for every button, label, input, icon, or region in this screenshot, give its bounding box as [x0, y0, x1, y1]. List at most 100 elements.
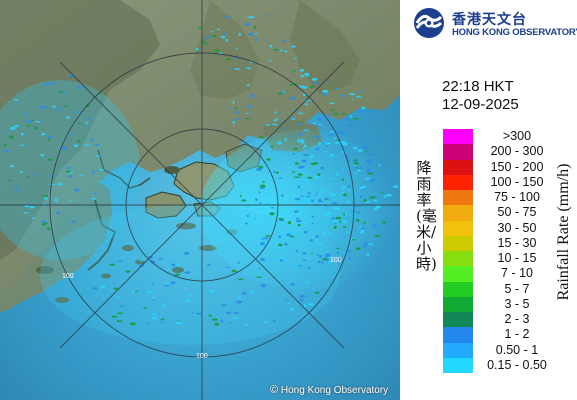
rain-echo-cell [252, 113, 255, 116]
rain-echo-cell [100, 285, 106, 289]
rain-echo-cell [246, 105, 252, 108]
rain-echo-cell [244, 323, 249, 326]
rain-echo-cell [294, 264, 299, 266]
rain-echo-cell [63, 105, 68, 108]
rain-echo-cell [248, 16, 255, 19]
rain-echo-cell [39, 105, 44, 109]
rain-echo-cell [342, 251, 346, 254]
rain-echo-cell [266, 201, 271, 205]
rain-echo-cell [244, 22, 251, 26]
rain-echo-cell [302, 147, 306, 150]
rain-echo-cell [211, 30, 214, 33]
rain-echo-cell [317, 136, 320, 139]
mainland-hills [190, 0, 260, 100]
legend-swatch [443, 174, 473, 191]
rain-echo-cell [305, 75, 309, 77]
legend-swatch [443, 190, 473, 206]
rain-echo-cell [291, 171, 296, 173]
rain-echo-cell [339, 220, 343, 223]
rain-echo-cell [235, 118, 241, 120]
rain-echo-cell [259, 184, 266, 188]
rain-echo-cell [47, 158, 54, 161]
rain-echo-cell [366, 168, 371, 172]
rain-echo-cell [214, 322, 220, 326]
observatory-logo[interactable]: 香港天文台 HONG KONG OBSERVATORY [412, 6, 577, 40]
rain-echo-cell [385, 216, 390, 219]
rain-echo-cell [274, 111, 277, 114]
rain-echo-cell [335, 87, 340, 90]
logo-english-name: HONG KONG OBSERVATORY [452, 27, 577, 38]
legend-label: 75 - 100 [494, 190, 540, 205]
rain-echo-cell [176, 321, 183, 325]
rain-echo-cell [302, 86, 308, 89]
rain-echo-cell [318, 254, 322, 258]
rain-echo-cell [171, 263, 176, 267]
rain-echo-cell [273, 319, 276, 322]
rain-echo-cell [41, 220, 47, 224]
rain-echo-cell [47, 138, 51, 141]
rain-echo-cell [56, 211, 61, 215]
rain-echo-cell [69, 200, 73, 202]
rain-echo-cell [302, 93, 306, 97]
rain-echo-cell [211, 318, 218, 321]
rain-echo-cell [245, 112, 248, 115]
rain-echo-cell [341, 113, 346, 115]
rain-echo-cell [289, 235, 295, 238]
rain-echo-cell [317, 260, 321, 264]
rain-echo-cell [304, 281, 309, 283]
rain-echo-cell [280, 49, 283, 52]
rain-echo-cell [271, 240, 276, 243]
rain-echo-cell [307, 303, 314, 306]
rain-echo-cell [191, 312, 194, 314]
rain-echo-cell [336, 257, 342, 260]
rain-echo-cell [348, 257, 352, 260]
rain-echo-cell [25, 124, 32, 127]
rain-echo-cell [274, 118, 279, 120]
rain-echo-cell [335, 141, 339, 145]
legend-swatch [443, 235, 473, 252]
legend-swatch [443, 266, 473, 282]
rain-echo-cell [74, 144, 78, 147]
rain-echo-cell [47, 227, 50, 231]
mainland-hills [0, 0, 160, 260]
rain-echo-cell [157, 258, 164, 260]
copyright-notice: © Hong Kong Observatory [270, 384, 388, 396]
rain-echo-cell [34, 126, 39, 130]
rain-echo-cell [187, 294, 192, 297]
rain-echo-cell [299, 68, 305, 72]
rain-echo-cell [347, 185, 351, 188]
legend-title-chinese: 降雨率(毫米/小時) [416, 159, 437, 273]
rain-echo-cell [294, 176, 301, 178]
legend-swatch [443, 281, 473, 297]
legend-swatch [443, 296, 473, 313]
rain-echo-cell [306, 195, 310, 198]
range-spoke [59, 61, 345, 349]
rain-echo-cell [265, 202, 267, 205]
rain-echo-cell [246, 180, 250, 183]
rain-echo-cell [287, 221, 292, 225]
rain-echo-cell [254, 38, 258, 42]
rain-echo-cell [71, 220, 76, 223]
rain-echo-cell [62, 91, 66, 95]
rain-echo-cell [54, 108, 61, 111]
legend-label: 10 - 15 [497, 251, 537, 266]
rain-echo-cell [297, 224, 301, 227]
rain-echo-cell [250, 290, 255, 294]
rain-echo-cell [304, 144, 307, 148]
rain-echo-cell [318, 142, 322, 145]
rain-echo-cell [320, 190, 326, 193]
range-ring-label: 100 [330, 257, 342, 264]
rain-echo-cell [244, 117, 251, 120]
rain-echo-cell [298, 112, 304, 115]
rain-echo-cell [367, 172, 374, 175]
rain-echo-cell [286, 259, 289, 262]
radar-map[interactable]: 100 100 100 © Hong Kong Observatory [0, 0, 400, 400]
rain-echo-cell [297, 183, 301, 186]
rain-echo-cell [186, 299, 191, 303]
rain-echo-cell [287, 186, 290, 189]
rain-echo-cell [352, 238, 356, 241]
rain-echo-cell [246, 214, 250, 218]
rain-echo-cell [349, 115, 353, 118]
rain-echo-cell [68, 132, 73, 135]
rain-echo-cell [160, 321, 163, 324]
